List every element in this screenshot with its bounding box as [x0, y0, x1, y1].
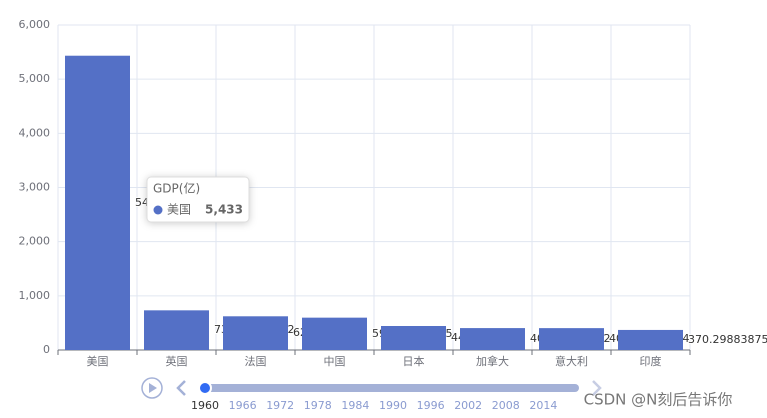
timeline-label: 1990	[379, 399, 407, 412]
timeline-label: 2008	[492, 399, 520, 412]
x-tick-label: 印度	[640, 354, 662, 368]
bar	[539, 328, 604, 350]
next-button[interactable]	[592, 380, 602, 396]
y-tick-label: 0	[43, 343, 50, 356]
tooltip: GDP(亿) 美国 5,433	[146, 176, 250, 223]
timeline-label: 1996	[417, 399, 445, 412]
y-tick-label: 5,000	[19, 72, 51, 85]
tooltip-title: GDP(亿)	[153, 181, 200, 196]
timeline-label: 1972	[266, 399, 294, 412]
timeline-label: 1960	[191, 399, 219, 412]
bar	[302, 317, 367, 350]
timeline-label: 1966	[229, 399, 257, 412]
play-button[interactable]	[141, 377, 163, 399]
prev-button[interactable]	[176, 380, 186, 396]
timeline-label: 1984	[341, 399, 369, 412]
x-tick-label: 日本	[403, 354, 425, 368]
bar	[65, 55, 130, 351]
x-tick-label: 美国	[87, 355, 109, 368]
y-tick-label: 3,000	[19, 181, 51, 194]
bar	[618, 329, 683, 350]
timeline: 1960 1966 1972 1978 1984 1990 1996 2002 2008 2014	[141, 377, 602, 412]
tooltip-marker	[153, 205, 163, 215]
tooltip-box	[146, 176, 250, 223]
y-tick-label: 6,000	[19, 18, 51, 31]
x-tick-label: 法国	[245, 354, 267, 368]
x-tick-label: 意大利	[555, 354, 588, 368]
timeline-handle[interactable]	[198, 381, 212, 395]
y-tick-label: 2,000	[19, 235, 51, 248]
bar	[223, 316, 288, 350]
timeline-label: 1978	[304, 399, 332, 412]
tooltip-name: 美国	[167, 203, 191, 217]
timeline-label: 2014	[529, 399, 557, 412]
bar	[144, 310, 209, 350]
x-tick-label: 中国	[324, 355, 346, 368]
y-tick-label: 4,000	[19, 126, 51, 139]
play-icon	[149, 383, 157, 393]
bar	[381, 326, 446, 350]
x-tick-label: 英国	[166, 354, 188, 368]
tooltip-value: 5,433	[205, 203, 243, 217]
watermark: CSDN @N刻后告诉你	[584, 391, 733, 409]
grid	[57, 24, 691, 351]
value-label: 370.29883875	[688, 333, 767, 346]
bar	[460, 328, 525, 350]
y-tick-label: 1,000	[19, 289, 51, 302]
x-tick-label: 加拿大	[476, 354, 509, 368]
timeline-label: 2002	[454, 399, 482, 412]
